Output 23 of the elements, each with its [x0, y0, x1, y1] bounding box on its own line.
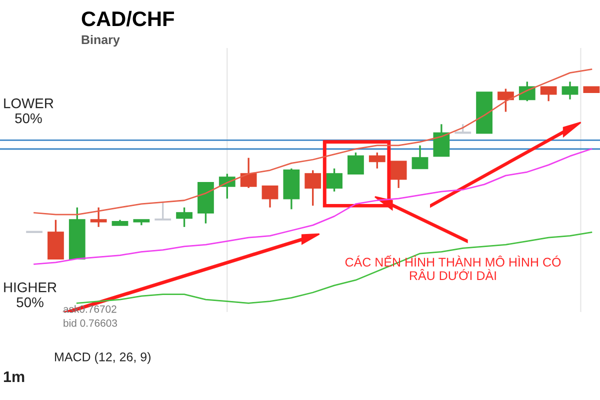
candlestick	[154, 201, 172, 221]
candlestick	[348, 152, 364, 175]
candlestick	[240, 157, 257, 189]
text: MACD (12, 26, 9)	[55, 352, 150, 364]
chart-subtitle: Binary	[82, 34, 120, 47]
text: bid 0.76603	[64, 319, 117, 327]
candlestick	[412, 144, 428, 170]
chart-title: CAD/CHF	[82, 10, 174, 26]
annotation: LOWER 50%	[4, 98, 54, 124]
candlestick	[326, 168, 342, 192]
candlestick	[368, 152, 386, 170]
candlestick	[540, 86, 557, 102]
candlestick	[390, 160, 407, 189]
candlestick	[304, 169, 322, 207]
candlestick	[562, 80, 578, 100]
annotation: CÁC NẾN HÌNH THÀNH MÔ HÌNH CÓ RÂU DƯỚI DÀI	[345, 255, 561, 280]
text: 1m	[4, 371, 24, 382]
text: HIGHER 50%	[4, 282, 56, 308]
candlestick	[433, 123, 450, 157]
candlestick	[90, 206, 107, 228]
candlestick	[176, 206, 192, 228]
candlestick	[262, 185, 278, 208]
candlestick	[498, 88, 514, 113]
